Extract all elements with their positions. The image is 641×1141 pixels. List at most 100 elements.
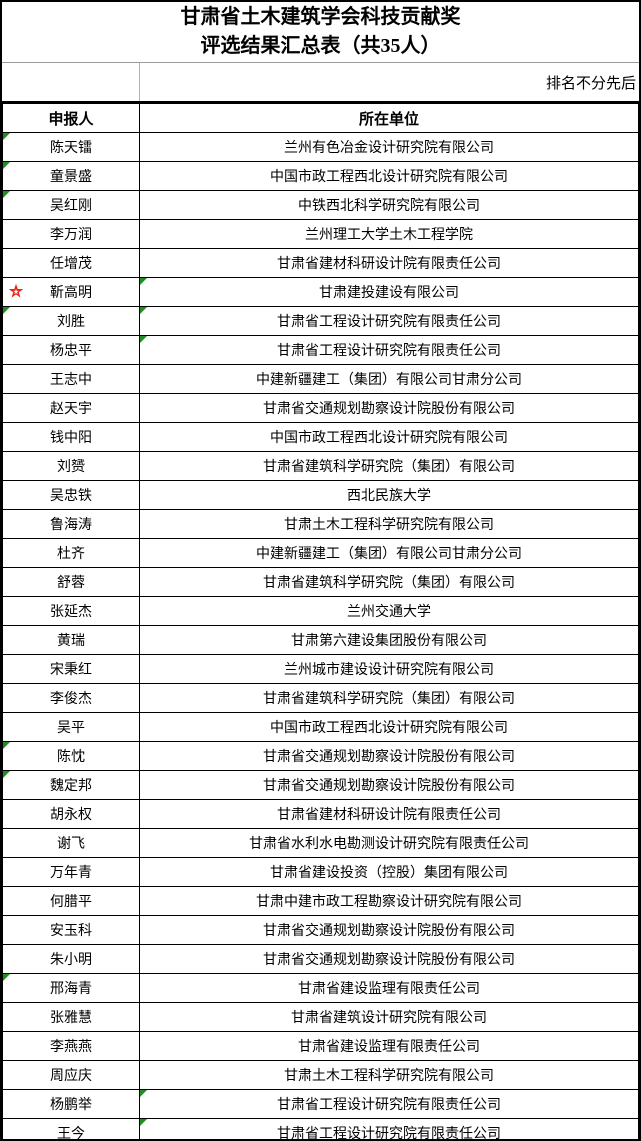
- organization-cell: 甘肃省建设监理有限责任公司: [139, 973, 639, 1003]
- table-row: 吴平 中国市政工程西北设计研究院有限公司: [2, 712, 639, 742]
- table-row: 杜齐 中建新疆建工（集团）有限公司甘肃分公司: [2, 538, 639, 568]
- organization-cell: 甘肃省工程设计研究院有限责任公司: [139, 1118, 639, 1139]
- comment-marker-icon: [3, 742, 10, 749]
- table-row: 李俊杰 甘肃省建筑科学研究院（集团）有限公司: [2, 683, 639, 713]
- organization-cell: 中铁西北科学研究院有限公司: [139, 190, 639, 220]
- organization-cell: 甘肃省建设投资（控股）集团有限公司: [139, 857, 639, 887]
- organization-cell: 甘肃省交通规划勘察设计院股份有限公司: [139, 915, 639, 945]
- applicant-cell: 吴平: [2, 712, 140, 742]
- note-row: 排名不分先后: [2, 63, 639, 103]
- applicant-cell: 赵天宇: [2, 393, 140, 423]
- column-divider: [139, 63, 140, 101]
- organization-cell: 中国市政工程西北设计研究院有限公司: [139, 422, 639, 452]
- organization-cell: 甘肃省建筑设计研究院有限公司: [139, 1002, 639, 1032]
- organization-cell: 甘肃省交通规划勘察设计院股份有限公司: [139, 393, 639, 423]
- table-row: 朱小明 甘肃省交通规划勘察设计院股份有限公司: [2, 944, 639, 974]
- table-row: 张延杰 兰州交通大学: [2, 596, 639, 626]
- header-row: 申报人 所在单位: [2, 103, 639, 133]
- applicant-cell: 魏定邦: [2, 770, 140, 800]
- applicant-cell: 李万润: [2, 219, 140, 249]
- table-row: 何腊平 甘肃中建市政工程勘察设计研究院有限公司: [2, 886, 639, 916]
- results-table-body: 陈天镭 兰州有色冶金设计研究院有限公司 童景盛 中国市政工程西北设计研究院有限公司 吴红…: [2, 132, 639, 1139]
- comment-marker-icon: [140, 278, 147, 285]
- table-row: 周应庆 甘肃土木工程科学研究院有限公司: [2, 1060, 639, 1090]
- table-row: 任增茂 甘肃省建材科研设计院有限责任公司: [2, 248, 639, 278]
- organization-cell: 中国市政工程西北设计研究院有限公司: [139, 161, 639, 191]
- organization-cell: 兰州有色冶金设计研究院有限公司: [139, 132, 639, 162]
- table-row: 刘赟 甘肃省建筑科学研究院（集团）有限公司: [2, 451, 639, 481]
- star-icon: ★ ★: [7, 281, 25, 303]
- comment-marker-icon: [140, 307, 147, 314]
- page-title-line2: 评选结果汇总表（共35人）: [200, 35, 441, 57]
- page-title: 甘肃省土木建筑学会科技贡献奖 评选结果汇总表（共35人）: [2, 2, 639, 63]
- applicant-cell: 安玉科: [2, 915, 140, 945]
- table-row: 谢飞 甘肃省水利水电勘测设计研究院有限责任公司: [2, 828, 639, 858]
- applicant-cell: 童景盛: [2, 161, 140, 191]
- table-row: 靳高明 ★ ★ 甘肃建投建设有限公司: [2, 277, 639, 307]
- organization-cell: 甘肃省建筑科学研究院（集团）有限公司: [139, 451, 639, 481]
- applicant-cell: 鲁海涛: [2, 509, 140, 539]
- page-title-line1: 甘肃省土木建筑学会科技贡献奖: [180, 6, 461, 28]
- star-icon-center: ★: [12, 287, 20, 296]
- table-row: 杨鹏举 甘肃省工程设计研究院有限责任公司: [2, 1089, 639, 1119]
- table-row: 李万润 兰州理工大学土木工程学院: [2, 219, 639, 249]
- header-organization: 所在单位: [139, 103, 639, 133]
- table-row: 万年青 甘肃省建设投资（控股）集团有限公司: [2, 857, 639, 887]
- table-row: 刘胜 甘肃省工程设计研究院有限责任公司: [2, 306, 639, 336]
- comment-marker-icon: [3, 771, 10, 778]
- table-row: 安玉科 甘肃省交通规划勘察设计院股份有限公司: [2, 915, 639, 945]
- applicant-cell: 李燕燕: [2, 1031, 140, 1061]
- organization-cell: 甘肃省工程设计研究院有限责任公司: [139, 306, 639, 336]
- applicant-cell: 王志中: [2, 364, 140, 394]
- table-row: 魏定邦 甘肃省交通规划勘察设计院股份有限公司: [2, 770, 639, 800]
- organization-cell: 甘肃省建材科研设计院有限责任公司: [139, 248, 639, 278]
- results-table: 申报人 所在单位 陈天镭 兰州有色冶金设计研究院有限公司 童景盛 中国市政工程西北设计…: [2, 103, 639, 1139]
- applicant-cell: 朱小明: [2, 944, 140, 974]
- applicant-cell: 任增茂: [2, 248, 140, 278]
- applicant-cell: 宋秉红: [2, 654, 140, 684]
- organization-cell: 甘肃省建筑科学研究院（集团）有限公司: [139, 683, 639, 713]
- applicant-cell: 吴红刚: [2, 190, 140, 220]
- applicant-cell: 陈天镭: [2, 132, 140, 162]
- applicant-cell: 谢飞: [2, 828, 140, 858]
- organization-cell: 兰州城市建设设计研究院有限公司: [139, 654, 639, 684]
- comment-marker-icon: [3, 162, 10, 169]
- table-row: 舒蓉 甘肃省建筑科学研究院（集团）有限公司: [2, 567, 639, 597]
- comment-marker-icon: [140, 1119, 147, 1126]
- organization-cell: 甘肃建投建设有限公司: [139, 277, 639, 307]
- header-applicant: 申报人: [2, 103, 140, 133]
- table-row: 钱中阳 中国市政工程西北设计研究院有限公司: [2, 422, 639, 452]
- applicant-cell: 王今: [2, 1118, 140, 1139]
- organization-cell: 中国市政工程西北设计研究院有限公司: [139, 712, 639, 742]
- organization-cell: 兰州理工大学土木工程学院: [139, 219, 639, 249]
- applicant-cell: 张雅慧: [2, 1002, 140, 1032]
- table-row: 陈天镭 兰州有色冶金设计研究院有限公司: [2, 132, 639, 162]
- table-row: 吴红刚 中铁西北科学研究院有限公司: [2, 190, 639, 220]
- applicant-cell: 胡永权: [2, 799, 140, 829]
- applicant-cell: 黄瑞: [2, 625, 140, 655]
- organization-cell: 甘肃省交通规划勘察设计院股份有限公司: [139, 944, 639, 974]
- applicant-cell: 靳高明 ★ ★: [2, 277, 140, 307]
- table-row: 王今 甘肃省工程设计研究院有限责任公司: [2, 1118, 639, 1139]
- table-row: 李燕燕 甘肃省建设监理有限责任公司: [2, 1031, 639, 1061]
- applicant-cell: 杨鹏举: [2, 1089, 140, 1119]
- table-row: 宋秉红 兰州城市建设设计研究院有限公司: [2, 654, 639, 684]
- comment-marker-icon: [3, 974, 10, 981]
- organization-cell: 中建新疆建工（集团）有限公司甘肃分公司: [139, 538, 639, 568]
- organization-cell: 兰州交通大学: [139, 596, 639, 626]
- table-row: 鲁海涛 甘肃土木工程科学研究院有限公司: [2, 509, 639, 539]
- organization-cell: 中建新疆建工（集团）有限公司甘肃分公司: [139, 364, 639, 394]
- organization-cell: 甘肃中建市政工程勘察设计研究院有限公司: [139, 886, 639, 916]
- applicant-cell: 杨忠平: [2, 335, 140, 365]
- table-row: 陈忱 甘肃省交通规划勘察设计院股份有限公司: [2, 741, 639, 771]
- applicant-cell: 万年青: [2, 857, 140, 887]
- organization-cell: 甘肃省建设监理有限责任公司: [139, 1031, 639, 1061]
- applicant-cell: 李俊杰: [2, 683, 140, 713]
- table-row: 赵天宇 甘肃省交通规划勘察设计院股份有限公司: [2, 393, 639, 423]
- organization-cell: 甘肃省工程设计研究院有限责任公司: [139, 1089, 639, 1119]
- comment-marker-icon: [140, 1090, 147, 1097]
- organization-cell: 甘肃第六建设集团股份有限公司: [139, 625, 639, 655]
- applicant-cell: 周应庆: [2, 1060, 140, 1090]
- table-row: 邢海青 甘肃省建设监理有限责任公司: [2, 973, 639, 1003]
